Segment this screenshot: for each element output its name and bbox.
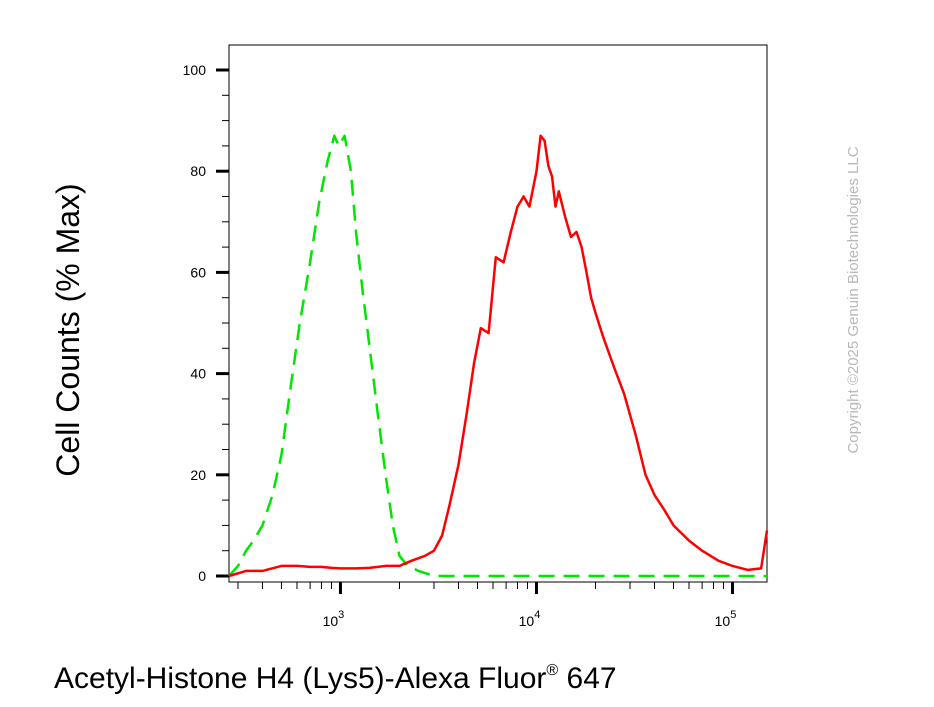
copyright-watermark: Copyright ©2025 Genuin Biotechnologies L… (845, 146, 862, 453)
x-axis: 103 104 105 (237, 582, 737, 629)
x-axis-title-registered: ® (546, 662, 558, 679)
y-tick-label: 40 (190, 366, 206, 382)
y-tick-label: 100 (183, 62, 207, 78)
plot-frame (228, 44, 768, 583)
histogram-series-1 (228, 134, 767, 578)
y-tick-label: 60 (190, 264, 206, 280)
series-layer (228, 134, 769, 578)
x-tick-label: 103 (323, 609, 345, 629)
y-axis-title: Cell Counts (% Max) (50, 183, 86, 476)
histogram-series-2 (228, 134, 769, 578)
y-tick-label: 20 (190, 467, 206, 483)
x-tick-label: 105 (715, 609, 737, 629)
x-axis-title: Acetyl-Histone H4 (Lys5)-Alexa Fluor® 64… (54, 662, 617, 695)
y-axis: 0 20 40 60 80 100 (183, 62, 229, 584)
y-tick-label: 80 (190, 163, 206, 179)
x-axis-title-main: Acetyl-Histone H4 (Lys5)-Alexa Fluor (54, 662, 546, 695)
x-tick-label: 104 (519, 609, 541, 629)
x-axis-title-suffix: 647 (558, 662, 616, 695)
y-tick-label: 0 (198, 568, 206, 584)
